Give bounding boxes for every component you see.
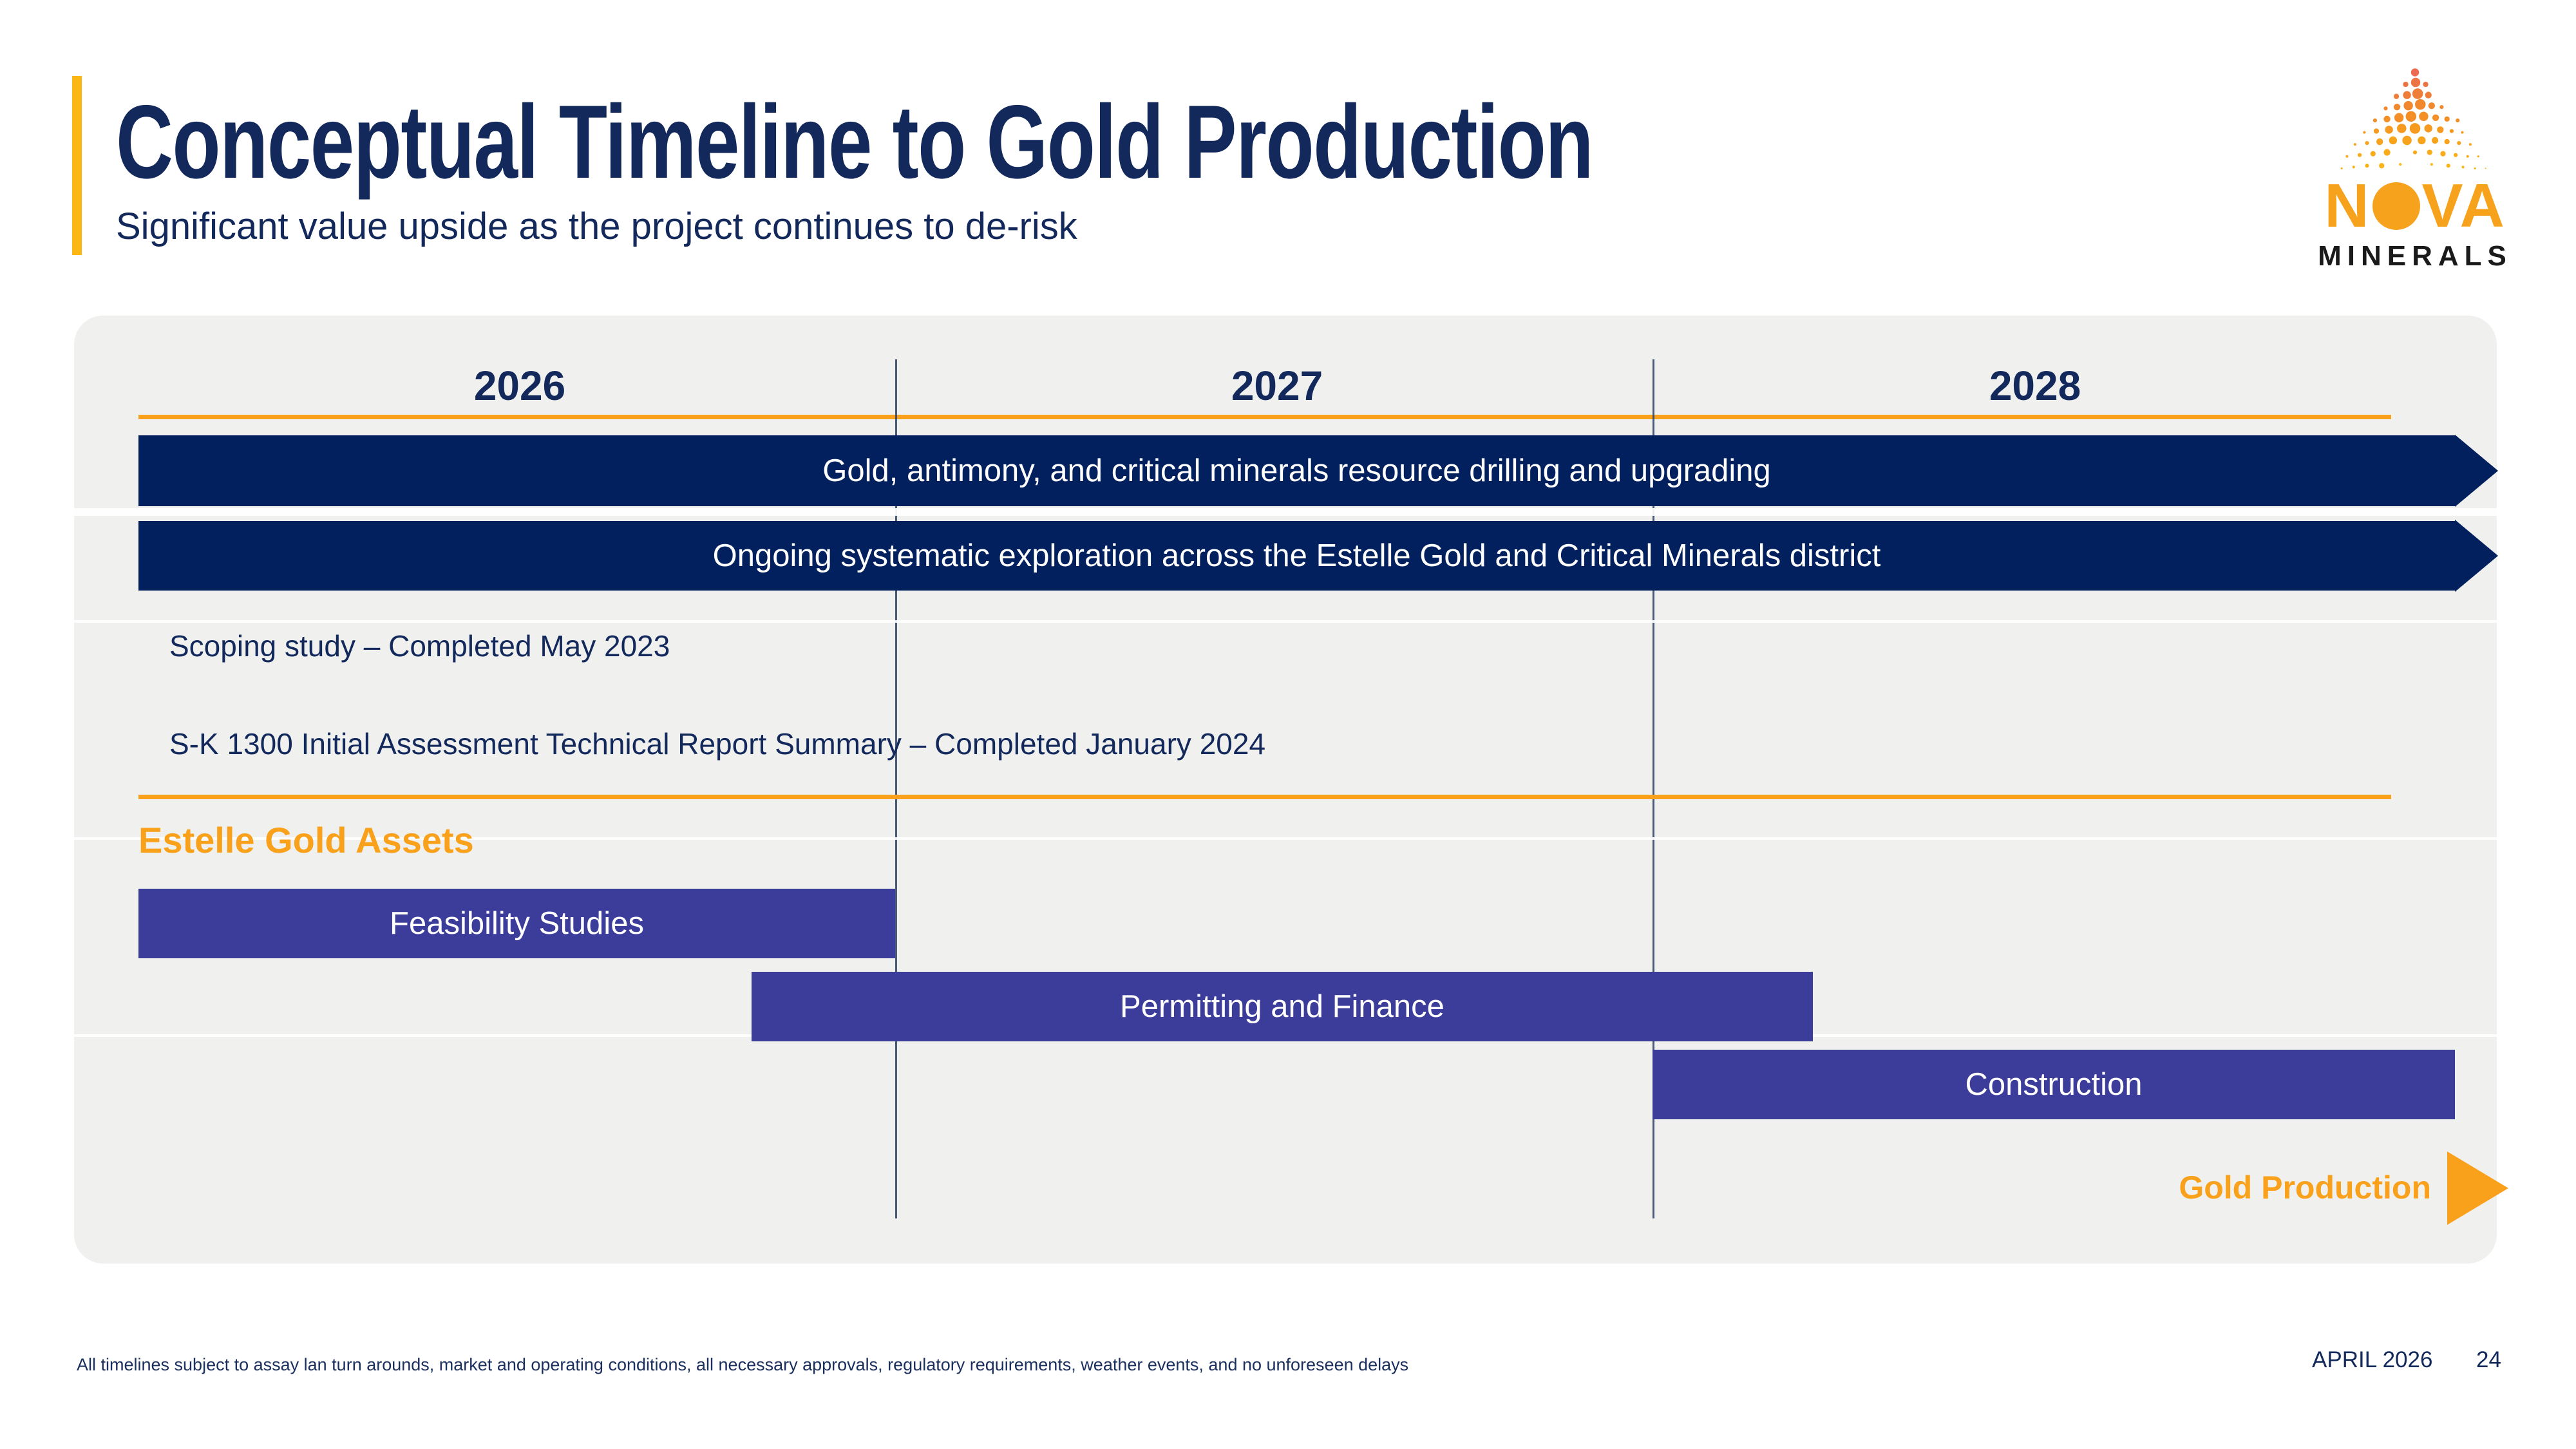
bar-resource-drilling: Gold, antimony, and critical minerals re… — [138, 435, 2498, 507]
row-separator — [74, 620, 2497, 623]
logo-brand-text: N VA — [2315, 175, 2515, 237]
logo-o-disc-icon — [2372, 182, 2420, 230]
logo-letter-n: N — [2324, 171, 2371, 240]
bar-construction: Construction — [1653, 1050, 2455, 1119]
milestone-scoping-study: Scoping study – Completed May 2023 — [169, 629, 670, 663]
logo-dot-mountain-icon — [2340, 68, 2486, 169]
logo-letters-va: VA — [2421, 171, 2506, 240]
year-header-2027: 2027 — [1231, 363, 1323, 409]
row-separator — [74, 508, 2497, 516]
year-divider-2027-2028 — [1653, 359, 1654, 1218]
bar-resource-drilling-label: Gold, antimony, and critical minerals re… — [822, 453, 1771, 488]
logo-subbrand-text: MINERALS — [2318, 240, 2512, 272]
row-separator — [74, 837, 2497, 840]
bar-feasibility-studies: Feasibility Studies — [138, 889, 895, 958]
bar-feasibility-studies-label: Feasibility Studies — [390, 906, 644, 941]
title-accent-bar — [72, 76, 82, 255]
nova-minerals-logo: N VA MINERALS — [2315, 64, 2515, 270]
year-axis-rule — [138, 415, 2391, 419]
bar-permitting-and-finance: Permitting and Finance — [751, 972, 1814, 1041]
section-rule — [138, 795, 2391, 799]
bar-systematic-exploration-label: Ongoing systematic exploration across th… — [712, 538, 1881, 573]
bar-permitting-and-finance-label: Permitting and Finance — [1120, 989, 1444, 1024]
slide-date: APRIL 2026 — [2312, 1347, 2433, 1372]
gold-production-label: Gold Production — [2179, 1170, 2431, 1206]
year-header-2026: 2026 — [473, 363, 566, 409]
estelle-gold-assets-heading: Estelle Gold Assets — [138, 820, 474, 860]
bar-systematic-exploration: Ongoing systematic exploration across th… — [138, 520, 2498, 592]
page-subtitle: Significant value upside as the project … — [116, 205, 1077, 247]
year-header-2028: 2028 — [1989, 363, 2081, 409]
milestone-sk1300-report: S-K 1300 Initial Assessment Technical Re… — [169, 727, 1266, 761]
year-divider-2026-2027 — [895, 359, 897, 1218]
gold-production-arrow-icon — [2447, 1151, 2508, 1225]
page-title: Conceptual Timeline to Gold Production — [116, 84, 1594, 200]
bar-construction-label: Construction — [1965, 1067, 2143, 1102]
page-number: 24 — [2476, 1347, 2501, 1372]
footnote-disclaimer: All timelines subject to assay lan turn … — [77, 1355, 1409, 1374]
